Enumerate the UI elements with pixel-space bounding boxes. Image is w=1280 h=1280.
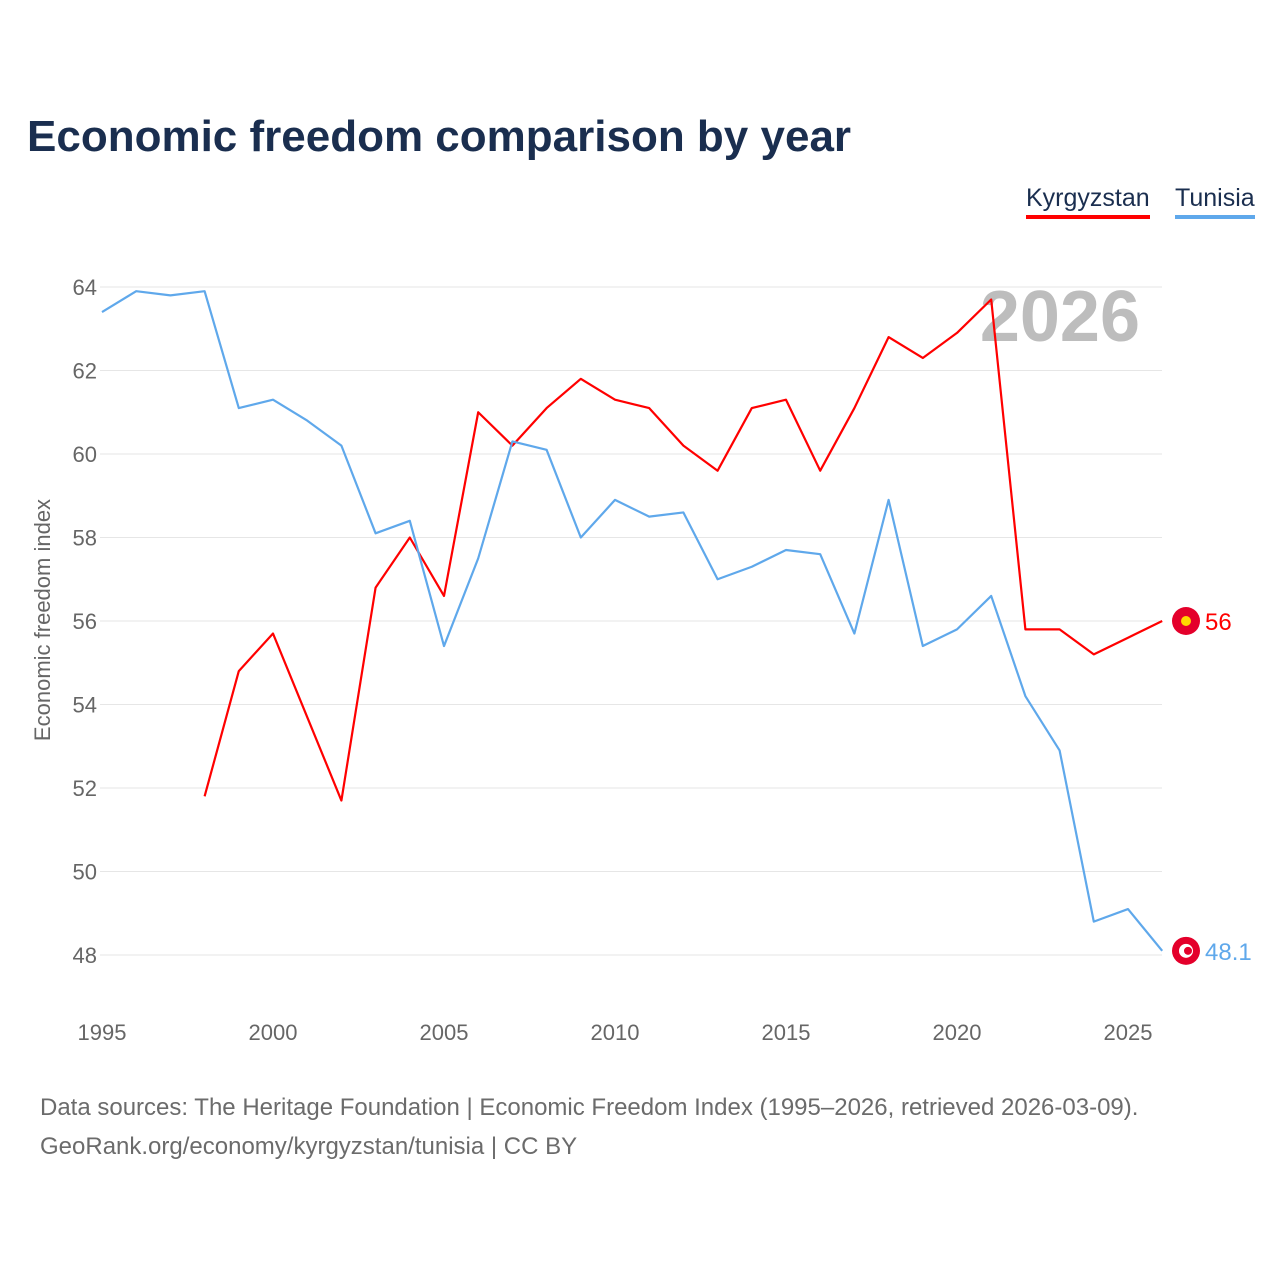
y-tick-label: 60	[73, 442, 97, 467]
source-line: Data sources: The Heritage Foundation | …	[40, 1094, 1139, 1121]
y-tick-label: 50	[73, 860, 97, 885]
x-tick-label: 1995	[78, 1020, 127, 1045]
x-tick-label: 2015	[762, 1020, 811, 1045]
crescent-cut-icon	[1184, 946, 1192, 955]
x-tick-label: 2005	[420, 1020, 469, 1045]
y-tick-label: 54	[73, 693, 97, 718]
y-tick-label: 64	[73, 275, 97, 300]
chart-title: Economic freedom comparison by year	[27, 112, 852, 161]
y-tick-label: 58	[73, 526, 97, 551]
series-line-tunisia	[101, 290, 1164, 952]
x-tick-label: 2010	[591, 1020, 640, 1045]
end-value-label: 56	[1205, 609, 1232, 636]
y-tick-label: 56	[73, 609, 97, 634]
x-tick-label: 2020	[933, 1020, 982, 1045]
legend-item-kyrgyzstan[interactable]: Kyrgyzstan	[1026, 184, 1150, 219]
legend-item-tunisia[interactable]: Tunisia	[1175, 184, 1255, 219]
series-line-kyrgyzstan	[203, 298, 1163, 802]
end-value-label: 48.1	[1205, 939, 1252, 966]
line-chart: 48 50 52 54 56 58 60 62 64 1995 2000 2005 2010 2015 20…	[30, 275, 1252, 1045]
y-tick-label: 52	[73, 776, 97, 801]
source-link[interactable]: GeoRank.org/economy/kyrgyzstan/tunisia |…	[40, 1133, 578, 1160]
y-tick-label: 62	[73, 359, 97, 384]
x-tick-label: 2025	[1104, 1020, 1153, 1045]
y-axis-label: Economic freedom index	[30, 499, 55, 741]
year-watermark: 2026	[980, 277, 1140, 357]
source-note: Data sources: The Heritage Foundation | …	[40, 1088, 1138, 1166]
y-tick-label: 48	[73, 943, 97, 968]
sun-icon	[1181, 616, 1191, 626]
x-tick-label: 2000	[249, 1020, 298, 1045]
